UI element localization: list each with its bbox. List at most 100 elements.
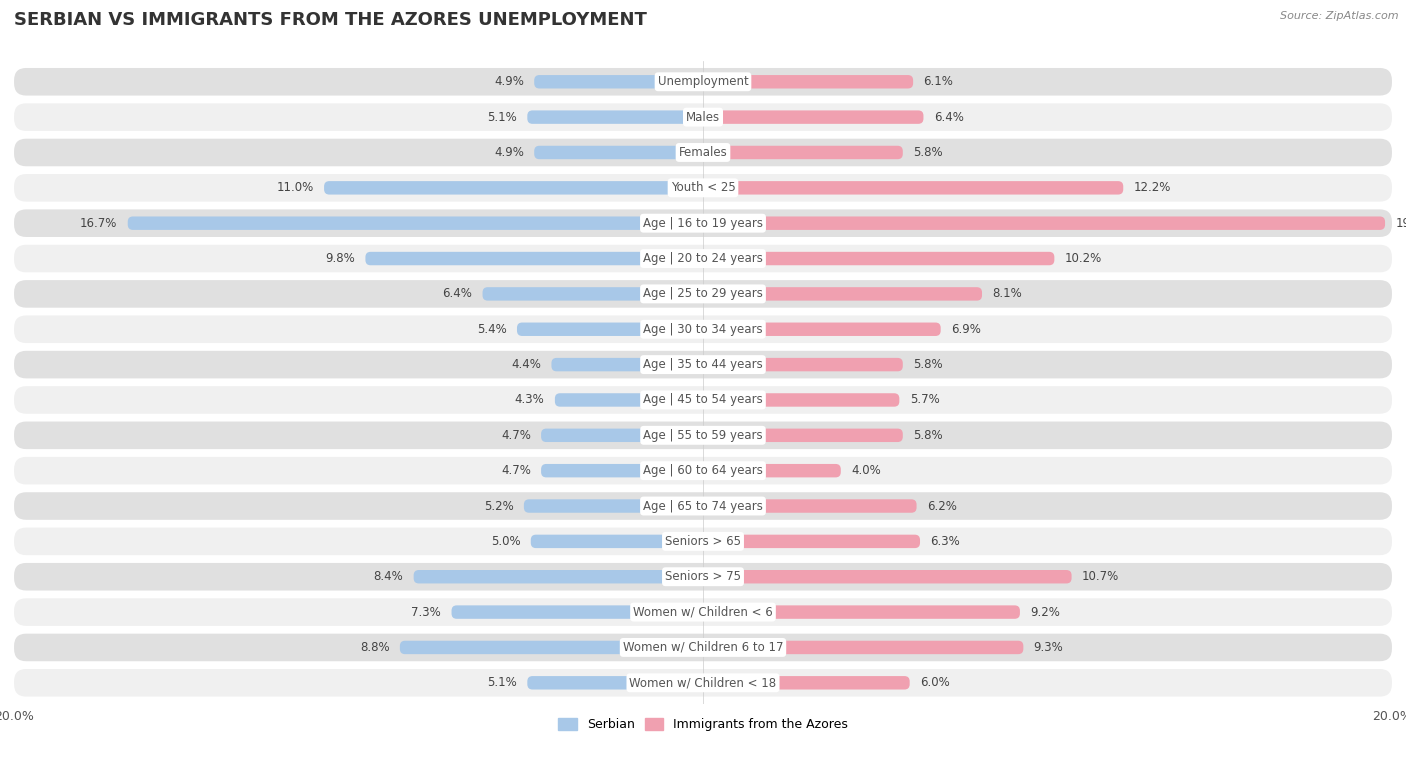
FancyBboxPatch shape: [703, 393, 900, 407]
Text: 6.3%: 6.3%: [931, 535, 960, 548]
FancyBboxPatch shape: [703, 640, 1024, 654]
Text: 6.0%: 6.0%: [920, 676, 950, 690]
Text: 8.8%: 8.8%: [360, 641, 389, 654]
FancyBboxPatch shape: [14, 492, 1392, 520]
Text: 5.8%: 5.8%: [912, 146, 943, 159]
FancyBboxPatch shape: [14, 386, 1392, 414]
FancyBboxPatch shape: [555, 393, 703, 407]
Text: 9.2%: 9.2%: [1031, 606, 1060, 618]
FancyBboxPatch shape: [703, 428, 903, 442]
Text: Age | 35 to 44 years: Age | 35 to 44 years: [643, 358, 763, 371]
FancyBboxPatch shape: [703, 111, 924, 124]
FancyBboxPatch shape: [482, 287, 703, 301]
Text: Women w/ Children < 18: Women w/ Children < 18: [630, 676, 776, 690]
Text: 4.3%: 4.3%: [515, 394, 544, 407]
Text: Age | 60 to 64 years: Age | 60 to 64 years: [643, 464, 763, 477]
Text: 6.2%: 6.2%: [927, 500, 956, 512]
FancyBboxPatch shape: [14, 104, 1392, 131]
Text: Age | 25 to 29 years: Age | 25 to 29 years: [643, 288, 763, 301]
Text: Youth < 25: Youth < 25: [671, 182, 735, 195]
Text: 10.7%: 10.7%: [1083, 570, 1119, 583]
Text: Seniors > 65: Seniors > 65: [665, 535, 741, 548]
FancyBboxPatch shape: [703, 570, 1071, 584]
Text: Males: Males: [686, 111, 720, 123]
FancyBboxPatch shape: [541, 464, 703, 478]
FancyBboxPatch shape: [703, 322, 941, 336]
FancyBboxPatch shape: [14, 457, 1392, 484]
Text: Women w/ Children 6 to 17: Women w/ Children 6 to 17: [623, 641, 783, 654]
FancyBboxPatch shape: [14, 210, 1392, 237]
FancyBboxPatch shape: [366, 252, 703, 265]
FancyBboxPatch shape: [517, 322, 703, 336]
FancyBboxPatch shape: [451, 606, 703, 618]
Text: 12.2%: 12.2%: [1133, 182, 1171, 195]
FancyBboxPatch shape: [531, 534, 703, 548]
Text: Females: Females: [679, 146, 727, 159]
FancyBboxPatch shape: [14, 422, 1392, 449]
Text: Age | 45 to 54 years: Age | 45 to 54 years: [643, 394, 763, 407]
Text: 6.4%: 6.4%: [934, 111, 963, 123]
FancyBboxPatch shape: [14, 634, 1392, 661]
FancyBboxPatch shape: [14, 68, 1392, 95]
Text: SERBIAN VS IMMIGRANTS FROM THE AZORES UNEMPLOYMENT: SERBIAN VS IMMIGRANTS FROM THE AZORES UN…: [14, 11, 647, 30]
Text: 5.7%: 5.7%: [910, 394, 939, 407]
FancyBboxPatch shape: [534, 146, 703, 159]
Text: 6.9%: 6.9%: [950, 322, 981, 336]
Text: 5.1%: 5.1%: [488, 111, 517, 123]
FancyBboxPatch shape: [14, 280, 1392, 307]
FancyBboxPatch shape: [527, 676, 703, 690]
Text: 16.7%: 16.7%: [80, 217, 117, 229]
Text: 4.4%: 4.4%: [512, 358, 541, 371]
FancyBboxPatch shape: [703, 252, 1054, 265]
FancyBboxPatch shape: [703, 287, 981, 301]
Text: 5.1%: 5.1%: [488, 676, 517, 690]
Text: 5.0%: 5.0%: [491, 535, 520, 548]
Text: 7.3%: 7.3%: [412, 606, 441, 618]
Text: Age | 20 to 24 years: Age | 20 to 24 years: [643, 252, 763, 265]
Text: Age | 55 to 59 years: Age | 55 to 59 years: [643, 428, 763, 442]
FancyBboxPatch shape: [703, 534, 920, 548]
FancyBboxPatch shape: [527, 111, 703, 124]
FancyBboxPatch shape: [551, 358, 703, 372]
FancyBboxPatch shape: [703, 358, 903, 372]
FancyBboxPatch shape: [703, 75, 912, 89]
Text: Seniors > 75: Seniors > 75: [665, 570, 741, 583]
Text: 4.7%: 4.7%: [501, 428, 531, 442]
Text: Source: ZipAtlas.com: Source: ZipAtlas.com: [1281, 11, 1399, 21]
Text: 4.9%: 4.9%: [494, 146, 524, 159]
FancyBboxPatch shape: [541, 428, 703, 442]
FancyBboxPatch shape: [14, 350, 1392, 378]
FancyBboxPatch shape: [703, 606, 1019, 618]
Text: 11.0%: 11.0%: [277, 182, 314, 195]
Text: Age | 16 to 19 years: Age | 16 to 19 years: [643, 217, 763, 229]
FancyBboxPatch shape: [14, 563, 1392, 590]
Text: 5.8%: 5.8%: [912, 358, 943, 371]
Text: Women w/ Children < 6: Women w/ Children < 6: [633, 606, 773, 618]
FancyBboxPatch shape: [323, 181, 703, 195]
Text: 19.8%: 19.8%: [1395, 217, 1406, 229]
FancyBboxPatch shape: [14, 245, 1392, 273]
FancyBboxPatch shape: [128, 217, 703, 230]
FancyBboxPatch shape: [703, 181, 1123, 195]
Text: 4.0%: 4.0%: [851, 464, 882, 477]
FancyBboxPatch shape: [14, 669, 1392, 696]
FancyBboxPatch shape: [14, 174, 1392, 201]
Legend: Serbian, Immigrants from the Azores: Serbian, Immigrants from the Azores: [553, 713, 853, 737]
Text: 5.2%: 5.2%: [484, 500, 513, 512]
Text: 5.8%: 5.8%: [912, 428, 943, 442]
FancyBboxPatch shape: [534, 75, 703, 89]
FancyBboxPatch shape: [703, 464, 841, 478]
FancyBboxPatch shape: [399, 640, 703, 654]
FancyBboxPatch shape: [413, 570, 703, 584]
Text: 5.4%: 5.4%: [477, 322, 506, 336]
FancyBboxPatch shape: [524, 500, 703, 512]
FancyBboxPatch shape: [703, 217, 1385, 230]
FancyBboxPatch shape: [703, 676, 910, 690]
FancyBboxPatch shape: [14, 316, 1392, 343]
Text: 4.7%: 4.7%: [501, 464, 531, 477]
FancyBboxPatch shape: [14, 598, 1392, 626]
Text: 8.4%: 8.4%: [374, 570, 404, 583]
FancyBboxPatch shape: [703, 146, 903, 159]
Text: Unemployment: Unemployment: [658, 75, 748, 89]
Text: Age | 30 to 34 years: Age | 30 to 34 years: [643, 322, 763, 336]
